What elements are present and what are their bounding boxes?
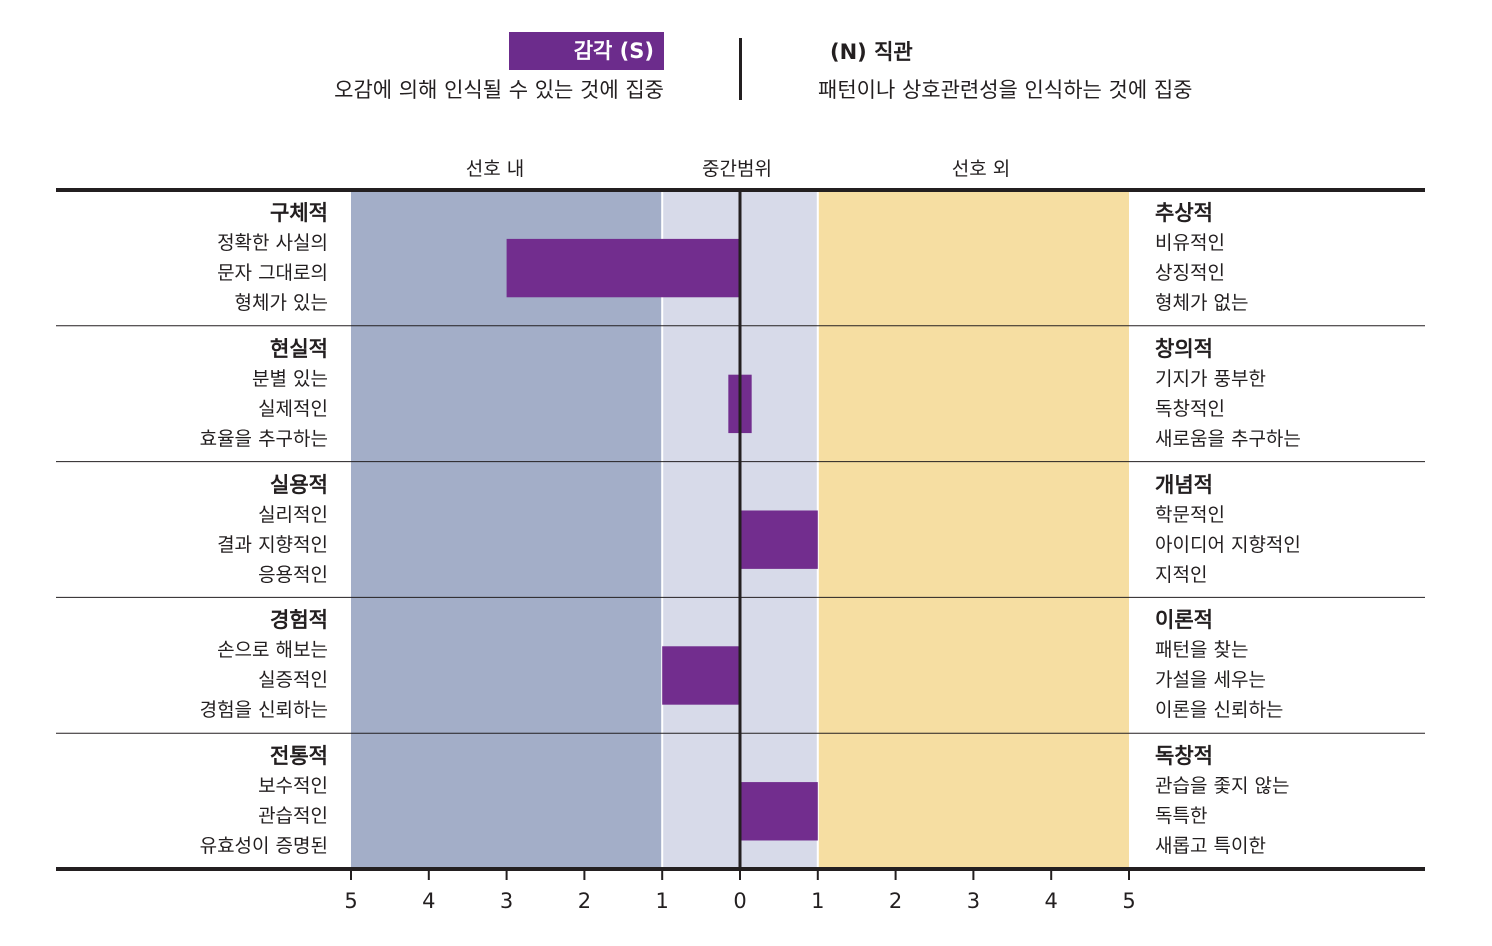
sensing-title: 감각 (S) [573, 39, 654, 63]
band-label-out-preference: 선호 외 [951, 158, 1011, 180]
row-2-left-heading: 현실적 [270, 336, 328, 361]
row-1-left-descriptor: 문자 그대로의 [217, 262, 328, 284]
row-2-right-descriptor: 새로움을 추구하는 [1155, 427, 1301, 450]
row-1-right-descriptor: 비유적인 [1155, 232, 1225, 254]
row-4-right-heading: 이론적 [1155, 608, 1213, 633]
row-4-left-heading: 경험적 [270, 608, 328, 633]
row-2-right-heading: 창의적 [1155, 336, 1213, 361]
x-tick-label: 1 [811, 889, 824, 913]
row-3-right-heading: 개념적 [1155, 472, 1213, 497]
x-tick-label: 2 [889, 889, 902, 913]
band-label-in-preference: 선호 내 [465, 158, 525, 180]
row-3-right-descriptor: 아이디어 지향적인 [1155, 533, 1301, 556]
x-tick-label: 5 [1122, 889, 1135, 913]
band-label-mid-range: 중간범위 [702, 158, 772, 180]
row-3-left-descriptor: 결과 지향적인 [217, 533, 328, 556]
row-2-left-descriptor: 분별 있는 [252, 367, 328, 390]
x-tick-label: 3 [967, 889, 980, 913]
row-3-right-descriptor: 학문적인 [1155, 503, 1225, 526]
x-tick-label: 3 [500, 889, 513, 913]
row-5-left-descriptor: 관습적인 [258, 805, 328, 828]
row-5-left-heading: 전통적 [270, 744, 328, 769]
row-4-left-descriptor: 경험을 신뢰하는 [199, 699, 328, 722]
intuition-title: (N) 직관 [830, 40, 913, 64]
row-2-left-descriptor: 실제적인 [258, 397, 328, 420]
row-1-right-descriptor: 상징적인 [1155, 262, 1225, 284]
x-tick-label: 5 [344, 889, 357, 913]
row-1-left-heading: 구체적 [270, 201, 328, 225]
row-4-right-descriptor: 이론을 신뢰하는 [1155, 699, 1284, 722]
band-in-preference [351, 190, 663, 869]
row-3-left-descriptor: 응용적인 [258, 563, 328, 586]
row-5-left-descriptor: 보수적인 [258, 775, 328, 798]
intuition-description: 패턴이나 상호관련성을 인식하는 것에 집중 [818, 78, 1193, 102]
row-5-right-descriptor: 관습을 좇지 않는 [1155, 775, 1290, 798]
row-3-left-heading: 실용적 [270, 472, 328, 497]
row-1-right-descriptor: 형체가 없는 [1155, 292, 1249, 314]
row-5-right-heading: 독창적 [1155, 744, 1213, 769]
bar-3 [740, 510, 818, 569]
row-2-right-descriptor: 기지가 풍부한 [1155, 367, 1266, 390]
row-2-right-descriptor: 독창적인 [1155, 397, 1225, 420]
bar-4 [662, 646, 740, 705]
row-5-right-descriptor: 새롭고 특이한 [1155, 835, 1266, 858]
row-1-right-heading: 추상적 [1155, 201, 1213, 225]
row-5-right-descriptor: 독특한 [1155, 805, 1208, 828]
row-3-right-descriptor: 지적인 [1155, 563, 1208, 586]
row-1-left-descriptor: 정확한 사실의 [217, 232, 328, 254]
x-tick-label: 1 [656, 889, 669, 913]
x-tick-label: 4 [1045, 889, 1058, 913]
sensing-description: 오감에 의해 인식될 수 있는 것에 집중 [334, 78, 664, 102]
sensing-title-badge: 감각 (S) [509, 32, 664, 70]
bar-1 [506, 238, 740, 298]
bar-5 [740, 782, 818, 841]
x-tick-label: 0 [733, 889, 746, 913]
x-tick-label: 4 [422, 889, 435, 913]
row-5-left-descriptor: 유효성이 증명된 [199, 835, 328, 858]
row-4-right-descriptor: 가설을 세우는 [1155, 669, 1266, 692]
row-2-left-descriptor: 효율을 추구하는 [199, 427, 328, 450]
row-3-left-descriptor: 실리적인 [258, 503, 328, 526]
header-divider [739, 38, 742, 100]
row-4-left-descriptor: 실증적인 [258, 669, 328, 692]
row-4-right-descriptor: 패턴을 찾는 [1155, 639, 1249, 662]
row-1-left-descriptor: 형체가 있는 [234, 292, 328, 314]
band-out-preference [817, 190, 1129, 869]
row-4-left-descriptor: 손으로 해보는 [217, 639, 328, 662]
x-tick-label: 2 [578, 889, 591, 913]
